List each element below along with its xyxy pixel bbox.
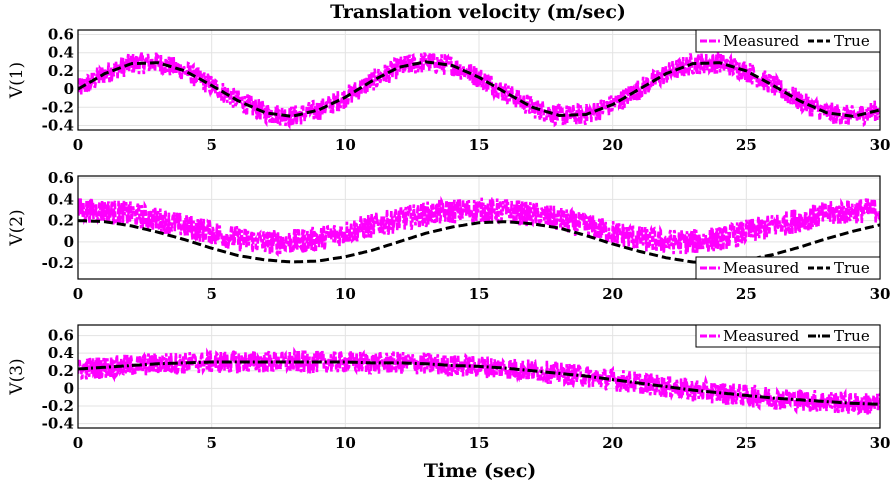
x-tick-label: 10 xyxy=(335,285,356,303)
x-tick-label: 10 xyxy=(335,136,356,154)
x-tick-label: 15 xyxy=(469,434,490,452)
subplot-3: 0 5 10 15 20 25 30-0.4-0.200.20.40.6V(3)Measur… xyxy=(7,324,891,452)
y-tick-label: -0.2 xyxy=(42,98,74,116)
legend: Measured True xyxy=(695,256,881,280)
legend-label-true: True xyxy=(834,259,870,277)
y-tick-label: -0.2 xyxy=(42,254,74,272)
y-tick-label: 0 xyxy=(64,233,74,251)
y-tick-label: 0.4 xyxy=(48,190,74,208)
legend-label-measured: Measured xyxy=(723,259,800,277)
y-axis-label: V(2) xyxy=(7,209,27,246)
y-tick-label: 0.6 xyxy=(48,169,74,187)
x-tick-label: 30 xyxy=(870,285,891,303)
series-line-true xyxy=(78,360,880,406)
axes-frame xyxy=(77,175,881,280)
chart-title: Translation velocity (m/sec) xyxy=(330,1,626,23)
x-tick-label: 5 xyxy=(206,434,216,452)
y-axis-label: V(3) xyxy=(7,358,27,395)
x-tick-label: 20 xyxy=(602,285,623,303)
x-tick-label: 0 xyxy=(73,136,83,154)
y-tick-label: 0.6 xyxy=(48,327,74,345)
x-tick-label: 10 xyxy=(335,434,356,452)
legend-box xyxy=(695,29,881,53)
y-tick-label: 0.2 xyxy=(48,362,74,380)
y-axis-label: V(1) xyxy=(7,62,27,99)
x-tick-label: 30 xyxy=(870,136,891,154)
series-line-measured xyxy=(78,346,880,416)
subplots: 0 5 10 15 20 25 30-0.4-0.200.20.40.6V(1)Measur… xyxy=(7,26,890,452)
legend-label-measured: Measured xyxy=(723,327,800,345)
y-tick-label: -0.4 xyxy=(42,415,74,433)
y-tick-label: 0.6 xyxy=(48,26,74,44)
y-tick-label: 0.4 xyxy=(48,344,74,362)
subplot-1: 0 5 10 15 20 25 30-0.4-0.200.20.40.6V(1)Measur… xyxy=(7,26,890,154)
legend-box xyxy=(695,324,881,348)
x-tick-label: 0 xyxy=(73,285,83,303)
x-tick-label: 15 xyxy=(469,285,490,303)
x-tick-label: 25 xyxy=(736,285,757,303)
y-tick-label: 0.4 xyxy=(48,44,74,62)
legend-label-true: True xyxy=(834,32,870,50)
series-line-measured xyxy=(78,52,880,130)
axes-frame xyxy=(77,324,881,429)
x-tick-label: 15 xyxy=(469,136,490,154)
y-tick-label: -0.4 xyxy=(42,116,74,134)
x-tick-label: 30 xyxy=(870,434,891,452)
x-tick-label: 20 xyxy=(602,136,623,154)
y-tick-label: 0.2 xyxy=(48,62,74,80)
x-tick-label: 20 xyxy=(602,434,623,452)
x-tick-label: 5 xyxy=(206,285,216,303)
legend-label-true: True xyxy=(834,327,870,345)
legend-box xyxy=(695,256,881,280)
legend: Measured True xyxy=(695,29,881,53)
x-tick-label: 25 xyxy=(736,434,757,452)
series-line-measured xyxy=(78,195,880,258)
y-tick-label: -0.2 xyxy=(42,397,74,415)
axes-frame xyxy=(77,29,881,131)
series-line-true xyxy=(78,60,880,118)
x-axis-label: Time (sec) xyxy=(424,460,537,482)
y-tick-label: 0 xyxy=(64,379,74,397)
x-tick-label: 25 xyxy=(736,136,757,154)
subplot-2: 0 5 10 15 20 25 30 -0.2 0 0.2 0.4 0.6 V(2) Measured Tr… xyxy=(7,169,890,303)
x-tick-label: 0 xyxy=(73,434,83,452)
y-tick-label: 0 xyxy=(64,80,74,98)
x-tick-label: 5 xyxy=(206,136,216,154)
y-tick-label: 0.2 xyxy=(48,212,74,230)
legend: Measured True xyxy=(695,324,881,348)
legend-label-measured: Measured xyxy=(723,32,800,50)
